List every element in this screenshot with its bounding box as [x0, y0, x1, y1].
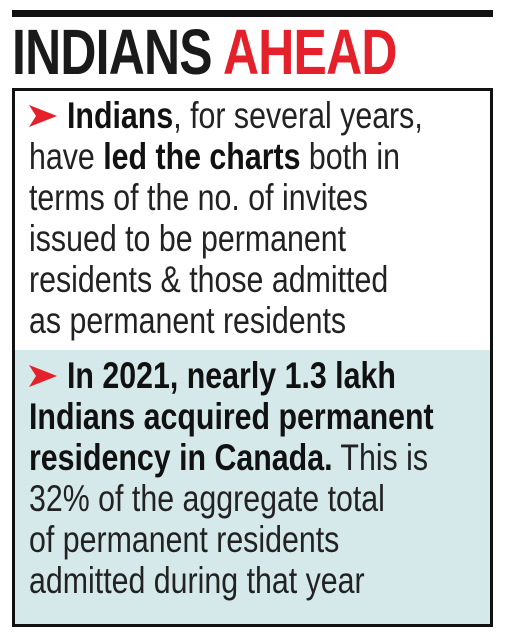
bold-text: Indians acquired permanent	[29, 396, 434, 437]
text: This is	[332, 437, 429, 478]
text-line: have led the charts both in	[29, 137, 400, 177]
bold-text: Indians	[67, 95, 174, 136]
content-box: Indians, for several years, have led the…	[12, 88, 493, 627]
text: residents & those admitted	[29, 259, 389, 300]
text-line: Indians acquired permanent	[29, 397, 434, 437]
text: have	[29, 136, 104, 177]
text-line: as permanent residents	[29, 301, 346, 341]
text: as permanent residents	[29, 300, 347, 341]
text: 32% of the aggregate total	[29, 478, 385, 519]
bullet-arrow	[29, 105, 57, 127]
text-line: issued to be permanent	[29, 219, 346, 259]
text-line: Indians, for several years,	[67, 96, 423, 136]
text-line: 32% of the aggregate total	[29, 479, 385, 519]
title-word: INDIANS	[12, 16, 213, 88]
bullet: Indians, for several years, have led the…	[15, 91, 490, 350]
text: terms of the no. of invites	[29, 177, 368, 218]
text-line: In 2021, nearly 1.3 lakh	[67, 356, 396, 396]
text-line: residency in Canada. This is	[29, 438, 428, 478]
top-rule	[12, 10, 493, 17]
text: of permanent residents	[29, 519, 340, 560]
bold-text: In 2021, nearly 1.3 lakh	[67, 355, 396, 396]
title: INDIANS AHEAD	[12, 18, 397, 86]
text-line: admitted during that year	[29, 561, 365, 601]
text: both in	[300, 136, 401, 177]
bold-text: residency in Canada.	[29, 437, 333, 478]
text-line: terms of the no. of invites	[29, 178, 368, 218]
bullet-arrow	[29, 365, 57, 387]
bullet: In 2021, nearly 1.3 lakh Indians acquire…	[15, 350, 490, 624]
text: admitted during that year	[29, 560, 365, 601]
bold-text: led the charts	[103, 136, 301, 177]
text-line: residents & those admitted	[29, 260, 388, 300]
text: issued to be permanent	[29, 218, 347, 259]
text: , for several years,	[173, 95, 423, 136]
text-line: of permanent residents	[29, 520, 339, 560]
title-word: AHEAD	[223, 16, 397, 88]
